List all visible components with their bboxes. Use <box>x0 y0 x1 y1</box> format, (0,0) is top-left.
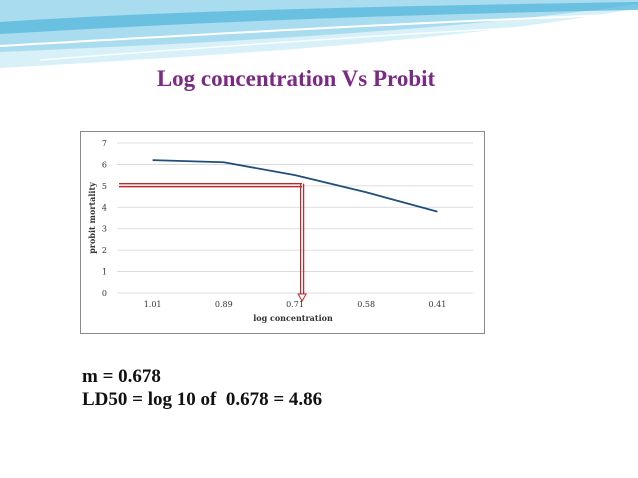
chart-frame: 0 1 2 3 4 5 6 7 1.01 0.89 0.71 0.58 0.41 probit mor… <box>80 131 485 334</box>
x-tick-0.71: 0.71 <box>286 300 304 309</box>
series-layer <box>152 159 438 213</box>
y-tick-labels: 0 1 2 3 4 5 6 7 <box>102 139 107 298</box>
y-tick-7: 7 <box>102 139 107 148</box>
swoosh-line-white <box>0 13 638 47</box>
x-tick-0.41: 0.41 <box>428 300 446 309</box>
y-tick-0: 0 <box>102 289 107 298</box>
slope-note: m = 0.678 <box>82 366 161 387</box>
y-tick-1: 1 <box>102 268 107 277</box>
ld50-note: LD50 = log 10 of 0.678 = 4.86 <box>82 389 323 410</box>
x-tick-0.58: 0.58 <box>357 300 375 309</box>
x-axis-title: log concentration <box>253 313 333 323</box>
y-tick-4: 4 <box>102 203 107 212</box>
swoosh-line-white-2 <box>39 21 638 61</box>
y-tick-6: 6 <box>102 160 107 169</box>
marker-arrow-head <box>297 293 307 303</box>
x-tick-0.89: 0.89 <box>215 300 233 309</box>
gridlines <box>117 142 473 294</box>
y-tick-2: 2 <box>102 246 107 255</box>
header-swoosh-decoration <box>0 0 638 68</box>
y-tick-3: 3 <box>102 225 107 234</box>
x-tick-1.01: 1.01 <box>144 300 162 309</box>
swoosh-band-dark <box>0 2 638 34</box>
notes-block: m = 0.678 LD50 = log 10 of 0.678 = 4.86 <box>82 365 322 411</box>
y-axis-title: probit mortality <box>87 182 97 254</box>
probit-chart: 0 1 2 3 4 5 6 7 1.01 0.89 0.71 0.58 0.41 probit mor… <box>87 139 473 323</box>
x-tick-labels: 1.01 0.89 0.71 0.58 0.41 <box>144 300 447 309</box>
slide-title: Log concentration Vs Probit <box>156 66 436 91</box>
y-tick-5: 5 <box>102 182 107 191</box>
ld50-annotation <box>119 183 307 303</box>
